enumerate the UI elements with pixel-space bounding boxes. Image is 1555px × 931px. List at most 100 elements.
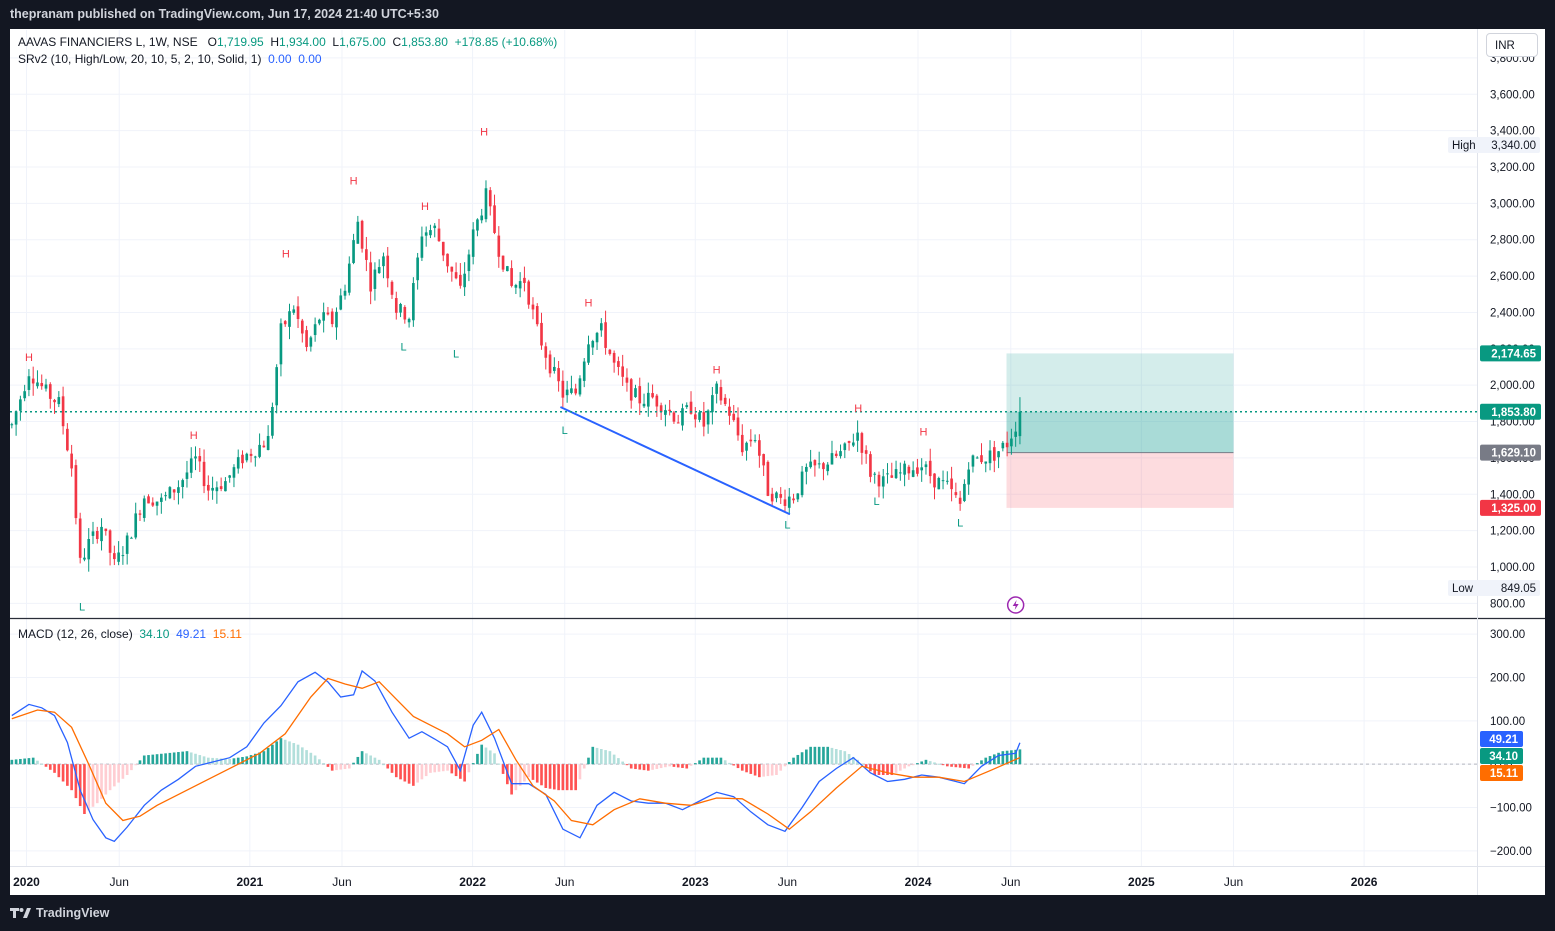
close-value: 1,853.80 xyxy=(401,35,448,49)
macd-histogram-value: 34.10 xyxy=(139,627,170,641)
high-value: 1,934.00 xyxy=(279,35,326,49)
candle-body xyxy=(416,257,419,281)
macd-histogram-bar xyxy=(604,750,607,765)
macd-histogram-bar xyxy=(305,750,308,765)
macd-histogram-bar xyxy=(326,764,330,767)
candle-body xyxy=(476,219,479,231)
macd-histogram-bar xyxy=(403,764,407,782)
macd-histogram-bar xyxy=(997,752,1000,765)
target-price-label: 2,174.65 xyxy=(1491,348,1536,360)
macd-histogram-bar xyxy=(194,753,197,765)
candle-body xyxy=(215,487,219,492)
candle-body xyxy=(625,377,629,383)
macd-histogram-bar xyxy=(292,743,296,765)
candle-body xyxy=(181,480,185,487)
candle-body xyxy=(899,472,902,474)
candle-body xyxy=(241,454,244,464)
candle-body xyxy=(117,552,120,562)
macd-histogram-bar xyxy=(672,764,676,767)
swing-high-label: H xyxy=(854,403,862,415)
macd-histogram-bar xyxy=(608,751,612,765)
price-tick-label: 2,800.00 xyxy=(1490,235,1535,247)
macd-histogram-bar xyxy=(300,747,304,765)
candle-body xyxy=(44,384,48,389)
macd-histogram-bar xyxy=(869,764,872,772)
candle-body xyxy=(177,487,180,493)
macd-histogram-bar xyxy=(711,757,714,765)
candle-body xyxy=(454,272,458,279)
tradingview-brand[interactable]: TradingView xyxy=(10,906,109,920)
macd-histogram-bar xyxy=(241,757,244,765)
low-value: 1,675.00 xyxy=(339,35,386,49)
macd-histogram-bar xyxy=(911,764,915,766)
candle-body xyxy=(582,361,586,381)
macd-histogram-bar xyxy=(728,762,731,765)
time-tick-label: Jun xyxy=(778,875,797,889)
candle-body xyxy=(74,465,78,519)
candle-body xyxy=(689,401,693,414)
candle-body xyxy=(480,215,484,221)
price-tick-label: 2,000.00 xyxy=(1490,380,1535,392)
open-profit-zone xyxy=(1006,411,1234,453)
candle-body xyxy=(753,440,757,442)
macd-histogram-bar xyxy=(130,764,133,771)
macd-histogram-bar xyxy=(87,764,91,811)
candle-body xyxy=(945,480,949,482)
macd-histogram-bar xyxy=(330,764,334,771)
candle-body xyxy=(702,412,706,427)
macd-histogram-bar xyxy=(890,764,894,775)
stop-zone xyxy=(1006,452,1234,508)
currency-button[interactable]: INR xyxy=(1486,33,1538,57)
indicator-value-2: 0.00 xyxy=(298,52,322,66)
candle-body xyxy=(356,221,360,244)
time-tick-label: 2024 xyxy=(905,875,932,889)
macd-histogram-bar xyxy=(834,749,838,765)
candle-body xyxy=(1005,442,1009,448)
macd-histogram-bar xyxy=(117,764,120,783)
open-value: 1,719.95 xyxy=(216,35,264,49)
candle-body xyxy=(343,290,347,296)
macd-histogram-bar xyxy=(262,751,266,765)
candle-body xyxy=(676,422,680,424)
macd-histogram-bar xyxy=(702,757,706,765)
candle-body xyxy=(907,466,911,474)
candle-body xyxy=(510,268,513,286)
macd-histogram-bar xyxy=(971,764,975,766)
price-tick-label: 2,600.00 xyxy=(1490,271,1535,283)
macd-histogram-bar xyxy=(27,758,31,765)
macd-histogram-bar xyxy=(347,764,351,769)
candle-body xyxy=(621,366,624,377)
candle-body xyxy=(113,553,116,560)
macd-histogram-bar xyxy=(407,764,411,784)
candle-body xyxy=(937,477,941,490)
last-price-label-bg xyxy=(1480,403,1541,420)
candle-body xyxy=(488,190,492,207)
change-value: +178.85 (+10.68%) xyxy=(454,35,558,49)
macd-histogram-bar xyxy=(335,764,338,771)
candle-body xyxy=(394,298,398,313)
candle-body xyxy=(31,378,35,384)
low-label: L xyxy=(332,35,340,49)
macd-histogram-bar xyxy=(441,764,445,772)
candle-body xyxy=(1010,438,1013,447)
macd-histogram-bar xyxy=(531,764,535,780)
macd-histogram-bar xyxy=(864,764,868,768)
macd-histogram-bar xyxy=(31,757,35,765)
candle-body xyxy=(864,450,868,454)
candle-body xyxy=(497,235,501,257)
macd-histogram-bar xyxy=(907,764,911,767)
candle-body xyxy=(822,463,825,470)
price-tick-label: 3,200.00 xyxy=(1490,162,1535,174)
macd-legend[interactable]: MACD (12, 26, close) 34.10 49.21 15.11 xyxy=(18,627,242,641)
entry-price-label-bg xyxy=(1480,444,1541,461)
macd-histogram-bar xyxy=(634,764,637,770)
macd-histogram-bar xyxy=(945,764,949,767)
macd-histogram-bar xyxy=(104,764,108,795)
swing-high-label: H xyxy=(713,365,721,377)
indicator-legend[interactable]: SRv2 (10, High/Low, 20, 10, 5, 2, 10, So… xyxy=(18,52,322,66)
macd-histogram-bar xyxy=(595,747,599,765)
candle-body xyxy=(732,413,736,421)
price-tick-label: 2,400.00 xyxy=(1490,307,1535,319)
candle-body xyxy=(792,498,795,501)
